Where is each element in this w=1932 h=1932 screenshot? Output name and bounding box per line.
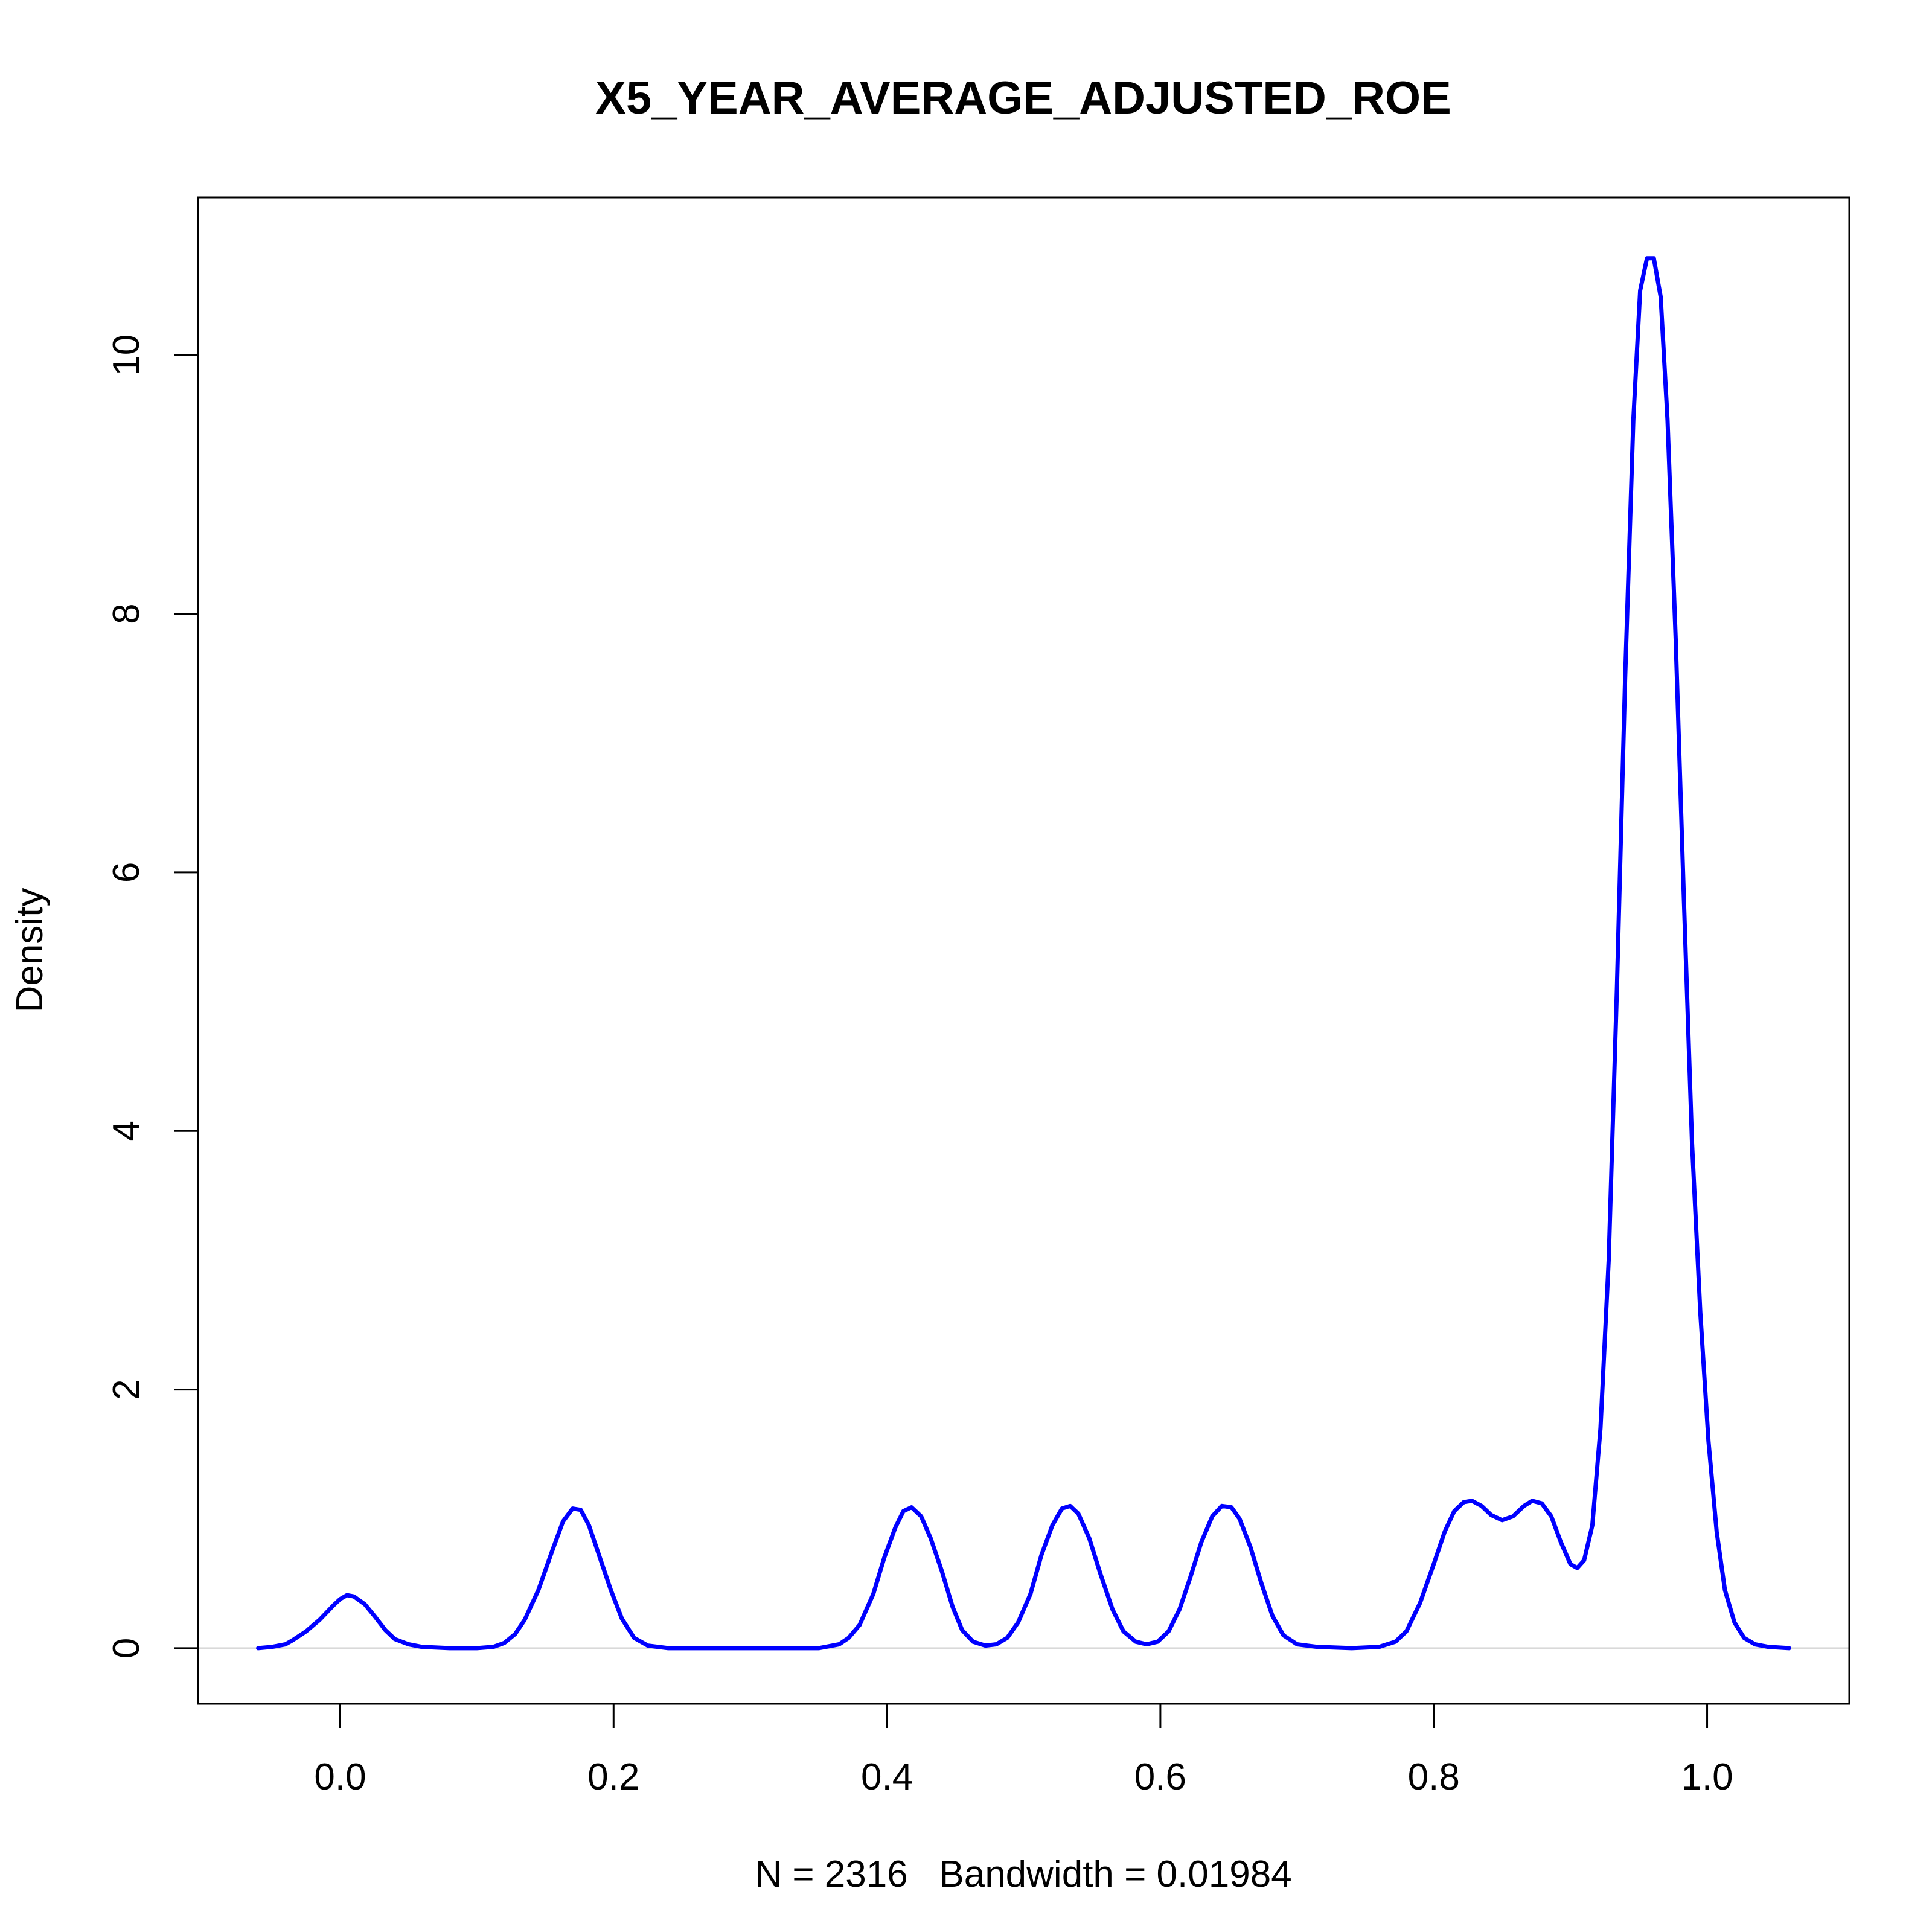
y-tick-label: 0 [106, 1638, 147, 1659]
y-tick-label: 6 [106, 862, 147, 883]
y-tick-label: 2 [106, 1379, 147, 1399]
x-tick-label: 0.6 [1134, 1756, 1186, 1798]
x-tick-label: 0.0 [314, 1756, 366, 1798]
x-axis: 0.0 0.2 0.4 0.6 0.8 1.0 [314, 1704, 1733, 1798]
density-curve [256, 256, 1791, 1651]
y-tick-label: 8 [106, 603, 147, 624]
x-tick-label: 0.4 [861, 1756, 913, 1798]
x-tick-label: 1.0 [1681, 1756, 1733, 1798]
y-axis: 0 2 4 6 8 10 [106, 334, 198, 1659]
y-tick-label: 4 [106, 1121, 147, 1141]
y-tick-label: 10 [106, 334, 147, 376]
x-tick-label: 0.2 [587, 1756, 639, 1798]
x-axis-label: N = 2316 Bandwidth = 0.01984 [755, 1854, 1291, 1895]
y-axis-label: Density [9, 888, 51, 1013]
chart-title: X5_YEAR_AVERAGE_ADJUSTED_ROE [595, 72, 1451, 124]
x-tick-label: 0.8 [1408, 1756, 1460, 1798]
